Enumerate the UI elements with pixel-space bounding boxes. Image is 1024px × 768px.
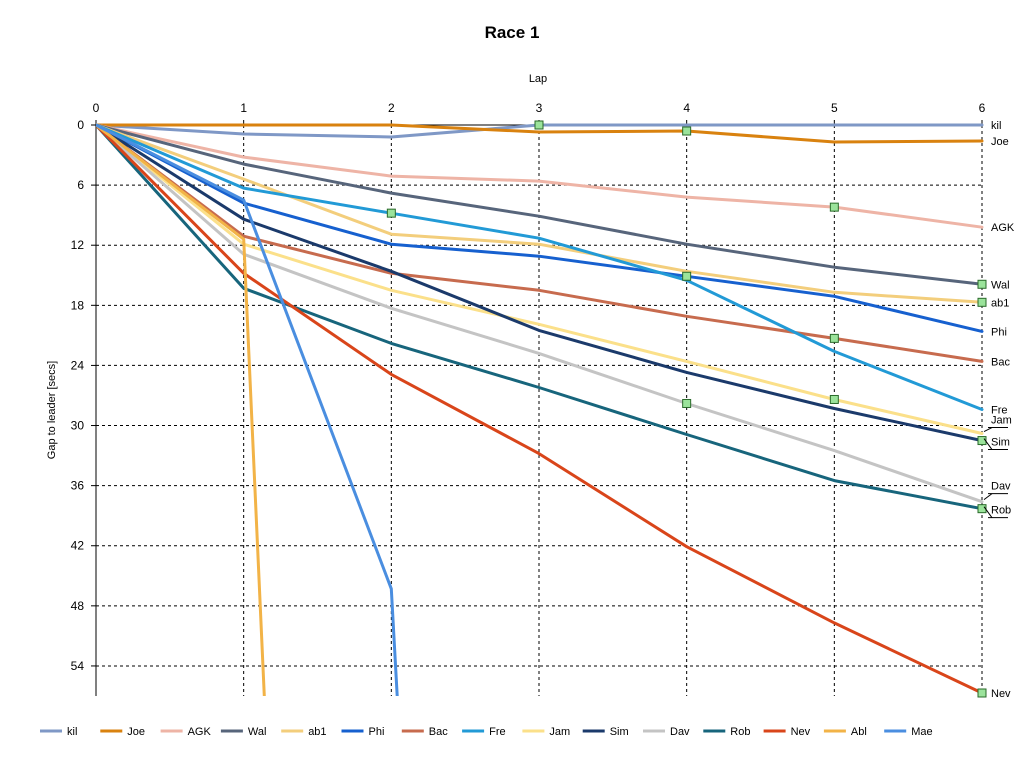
series-line-wal [96,123,984,286]
legend-label: Bac [429,726,448,738]
point-marker-rob [977,504,987,514]
legend-item-bac[interactable]: Bac [401,726,448,738]
series-line-rob [96,123,984,511]
point-markers [386,120,987,698]
series-line-abl [96,123,266,696]
x-tick-label: 6 [979,101,986,115]
end-label-nev: Nev [991,688,1011,700]
end-label-sim: Sim [991,437,1010,449]
end-label-fre: Fre [991,404,1008,416]
legend-item-agk[interactable]: AGK [160,726,212,738]
legend-item-ab1[interactable]: ab1 [281,726,327,738]
point-marker-ab1 [977,297,987,307]
legend-item-jam[interactable]: Jam [522,726,570,738]
point-marker-dav [682,398,692,408]
x-tick-label: 2 [388,101,395,115]
point-marker-sim [977,436,987,446]
y-tick-label: 12 [71,238,85,252]
chart-title: Race 1 [485,23,540,42]
series-line-ab1 [96,123,984,304]
end-label-phi: Phi [991,326,1007,338]
legend-item-fre[interactable]: Fre [462,726,506,738]
series-line-mae [96,123,399,696]
point-marker-agk [829,202,839,212]
legend-item-dav[interactable]: Dav [643,726,690,738]
x-tick-label: 3 [536,101,543,115]
legend-label: Sim [610,726,629,738]
end-label-leader [983,427,993,432]
x-tick-label: 0 [93,101,100,115]
end-label-ab1: ab1 [991,297,1009,309]
legend-label: kil [67,726,77,738]
legend-item-wal[interactable]: Wal [220,726,267,738]
legend-label: Phi [369,726,385,738]
legend-item-nev[interactable]: Nev [763,726,811,738]
point-marker-fre [386,208,396,218]
end-label-kil: kil [991,120,1001,132]
legend-label: Wal [248,726,267,738]
x-tick-label: 1 [240,101,247,115]
end-label-bac: Bac [991,356,1010,368]
y-tick-label: 36 [71,479,85,493]
legend-item-rob[interactable]: Rob [703,726,750,738]
series-line-nev [96,123,984,695]
point-marker-kil [534,120,544,130]
legend-item-mae[interactable]: Mae [884,726,933,738]
y-tick-label: 54 [71,659,85,673]
y-tick-label: 48 [71,599,85,613]
y-tick-label: 24 [71,358,85,372]
end-label-wal: Wal [991,279,1010,291]
series-line-fre [96,123,984,411]
point-marker-phi [682,271,692,281]
point-marker-bac [829,333,839,343]
y-tick-label: 30 [71,419,85,433]
end-label-leader [983,493,993,501]
legend-label: ab1 [308,726,326,738]
y-tick-label: 42 [71,539,85,553]
legend-label: Mae [911,726,932,738]
legend-item-kil[interactable]: kil [40,726,77,738]
grid [96,125,983,696]
legend-label: Fre [489,726,506,738]
legend-label: Nev [791,726,811,738]
legend-item-joe[interactable]: Joe [100,726,145,738]
legend-item-sim[interactable]: Sim [582,726,629,738]
series-line-joe [96,123,984,144]
y-axis-label: Gap to leader [secs] [46,361,58,459]
end-label-agk: AGK [991,222,1015,234]
legend: kil Joe AGK Wal ab1 Phi Bac Fre Jam Sim Dav Rob Nev A… [40,726,933,738]
end-label-leader [983,438,993,450]
y-tick-label: 0 [77,118,84,132]
point-marker-wal [977,279,987,289]
legend-label: Jam [549,726,570,738]
end-label-leader [983,506,993,518]
x-tick-label: 4 [683,101,690,115]
legend-label: AGK [188,726,212,738]
point-marker-joe [682,126,692,136]
point-marker-jam [829,394,839,404]
series-line-sim [96,123,984,443]
y-tick-label: 18 [71,298,85,312]
legend-label: Abl [851,726,867,738]
legend-label: Joe [127,726,145,738]
end-label-jam: Jam [991,415,1012,427]
y-tick-label: 6 [77,178,84,192]
legend-label: Dav [670,726,690,738]
legend-label: Rob [730,726,750,738]
end-label-joe: Joe [991,136,1009,148]
point-marker-nev [977,688,987,698]
x-tick-label: 5 [831,101,838,115]
end-label-rob: Rob [991,505,1011,517]
legend-item-phi[interactable]: Phi [341,726,385,738]
x-axis-label: Lap [529,73,547,85]
end-label-dav: Dav [991,481,1011,493]
legend-item-abl[interactable]: Abl [823,726,867,738]
